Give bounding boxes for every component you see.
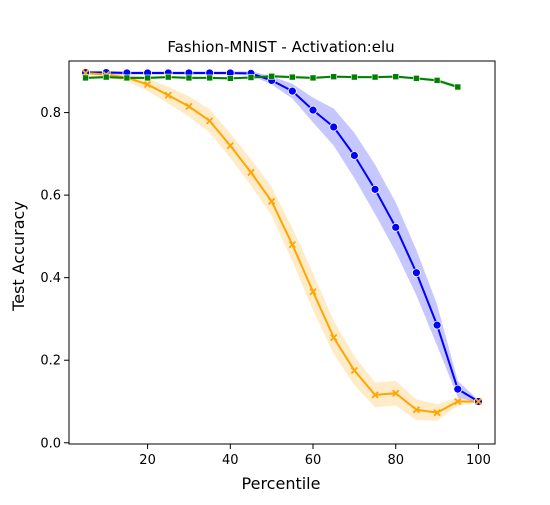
data-point bbox=[206, 74, 213, 82]
data-point bbox=[350, 366, 359, 375]
data-point bbox=[102, 73, 110, 81]
data-point-stroke bbox=[164, 91, 172, 99]
y-tick-label: 0.6 bbox=[40, 189, 61, 204]
data-point bbox=[330, 73, 337, 80]
data-point bbox=[370, 184, 380, 194]
data-point bbox=[144, 74, 151, 82]
data-point bbox=[164, 91, 172, 99]
data-point bbox=[371, 73, 379, 81]
data-point-stroke bbox=[371, 391, 379, 399]
data-point-stroke bbox=[247, 168, 255, 177]
data-point bbox=[247, 168, 255, 177]
data-point bbox=[412, 268, 421, 278]
data-point-stroke bbox=[288, 241, 296, 249]
data-point-stroke bbox=[412, 406, 421, 414]
data-point-stroke bbox=[454, 397, 462, 406]
data-point bbox=[123, 74, 131, 82]
data-point-stroke bbox=[474, 397, 483, 406]
data-point bbox=[143, 80, 152, 89]
x-axis-ticks: 20 40 60 80 100 bbox=[139, 444, 491, 468]
data-point-stroke bbox=[350, 366, 359, 375]
data-point-stroke bbox=[309, 288, 317, 296]
data-point bbox=[392, 73, 400, 80]
data-point bbox=[268, 197, 276, 205]
y-tick-label: 0.4 bbox=[40, 271, 61, 286]
y-tick-label: 0.0 bbox=[40, 436, 61, 451]
y-tick-label: 0.2 bbox=[40, 354, 61, 369]
series-lines bbox=[85, 71, 479, 414]
data-point bbox=[330, 333, 338, 342]
data-point bbox=[227, 75, 234, 82]
data-point bbox=[309, 74, 317, 82]
data-point bbox=[289, 73, 296, 81]
data-point-stroke bbox=[143, 80, 152, 89]
x-axis-title: Percentile bbox=[242, 474, 321, 493]
x-tick-label: 40 bbox=[222, 453, 239, 468]
x-tick-label: 80 bbox=[387, 453, 404, 468]
data-point bbox=[454, 83, 462, 91]
data-point-stroke bbox=[433, 408, 441, 417]
data-point bbox=[164, 73, 172, 81]
x-tick-label: 20 bbox=[139, 453, 156, 468]
data-point-stroke bbox=[226, 141, 234, 150]
x-tick-label: 100 bbox=[466, 453, 491, 468]
data-point bbox=[185, 102, 193, 111]
data-point bbox=[82, 74, 89, 82]
chart-title: Fashion-MNIST - Activation:elu bbox=[167, 38, 394, 56]
data-point bbox=[329, 122, 339, 132]
data-point-stroke bbox=[330, 333, 338, 342]
series-markers bbox=[81, 68, 483, 417]
data-point bbox=[433, 77, 441, 84]
series-3-band bbox=[85, 75, 458, 90]
data-point bbox=[287, 86, 297, 96]
data-point bbox=[349, 151, 359, 160]
data-point bbox=[474, 397, 483, 406]
data-point bbox=[454, 397, 462, 406]
data-point-stroke bbox=[268, 197, 276, 205]
data-point bbox=[247, 74, 255, 81]
data-point bbox=[413, 75, 420, 82]
series-2-band bbox=[85, 71, 479, 421]
data-point bbox=[309, 288, 317, 296]
data-point-stroke bbox=[185, 102, 193, 111]
data-point bbox=[351, 73, 358, 81]
x-tick-label: 60 bbox=[305, 453, 322, 468]
data-point bbox=[185, 74, 193, 82]
data-point bbox=[205, 117, 214, 125]
data-point bbox=[432, 320, 442, 330]
data-point bbox=[268, 72, 275, 80]
y-axis-ticks: 0.0 0.2 0.4 0.6 0.8 bbox=[40, 106, 69, 451]
data-point-stroke bbox=[392, 389, 400, 397]
data-point bbox=[412, 406, 421, 414]
plot-frame bbox=[68, 60, 496, 445]
data-point bbox=[391, 222, 401, 232]
confidence-bands bbox=[85, 70, 479, 421]
y-tick-label: 0.8 bbox=[40, 106, 61, 121]
data-point bbox=[433, 408, 441, 417]
data-point bbox=[453, 384, 463, 394]
data-point bbox=[308, 105, 318, 115]
y-axis-title: Test Accuracy bbox=[9, 201, 28, 312]
data-point bbox=[392, 389, 400, 397]
data-point bbox=[371, 391, 379, 399]
data-point bbox=[226, 141, 234, 150]
series-2-line bbox=[85, 71, 479, 414]
data-point bbox=[288, 241, 296, 249]
data-point-stroke bbox=[205, 117, 214, 125]
